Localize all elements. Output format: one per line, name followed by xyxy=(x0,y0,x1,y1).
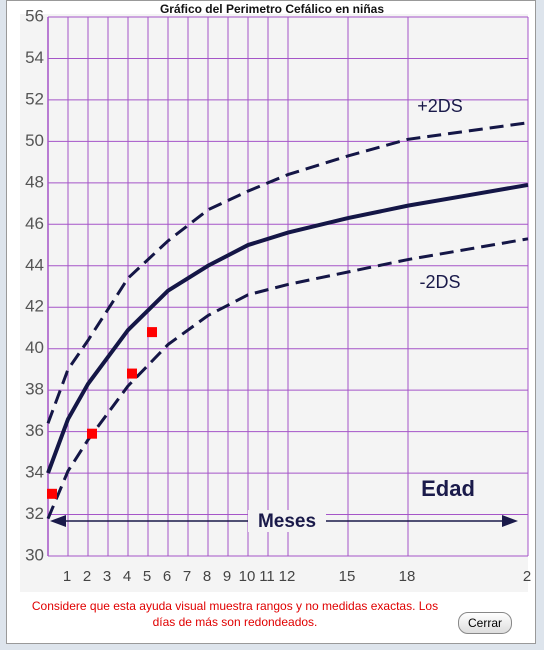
x-tick-label: 12 xyxy=(279,568,296,585)
data-point xyxy=(127,368,137,379)
y-tick-label: 32 xyxy=(25,504,44,523)
y-tick-label: 52 xyxy=(25,89,44,108)
x-tick-label: 4 xyxy=(123,568,131,585)
y-tick-label: 48 xyxy=(25,172,44,191)
x-tick-label: 9 xyxy=(223,568,231,585)
data-point xyxy=(87,428,97,439)
data-point xyxy=(147,327,157,338)
y-tick-label: 38 xyxy=(25,380,44,399)
y-tick-label: 46 xyxy=(25,214,44,233)
annotation: +2DS xyxy=(417,96,463,116)
x-tick-label: 5 xyxy=(143,568,151,585)
y-tick-label: 44 xyxy=(25,255,44,274)
annotation: -2DS xyxy=(419,272,460,292)
x-tick-label: 1 xyxy=(63,568,71,585)
x-tick-label: 15 xyxy=(339,568,356,585)
y-tick-label: 34 xyxy=(25,463,44,482)
curve xyxy=(46,182,529,474)
arrow-head xyxy=(50,515,66,527)
x-tick-label: 8 xyxy=(203,568,211,585)
x-tick-label: 2 xyxy=(523,568,531,585)
x-tick-label: 3 xyxy=(103,568,111,585)
y-tick-label: 56 xyxy=(25,6,44,25)
y-tick-label: 36 xyxy=(25,421,44,440)
x-tick-label: 10 xyxy=(239,568,256,585)
annotation: Edad xyxy=(421,476,475,501)
disclaimer: Considere que esta ayuda visual muestra … xyxy=(31,599,439,629)
plot-background xyxy=(20,14,528,592)
label-bg xyxy=(248,510,326,532)
y-tick-label: 54 xyxy=(25,48,44,67)
x-tick-label: 18 xyxy=(399,568,416,585)
x-tick-label: 11 xyxy=(259,568,275,585)
data-point xyxy=(47,488,57,499)
y-tick-label: 50 xyxy=(25,131,44,150)
y-tick-label: 42 xyxy=(25,297,44,316)
chart: Gráfico del Perimetro Cefálico en niñas … xyxy=(20,2,531,592)
annotation: Meses xyxy=(258,511,316,532)
y-tick-label: 40 xyxy=(25,338,44,357)
curve xyxy=(46,121,529,424)
arrow-head xyxy=(502,515,518,527)
x-tick-label: 6 xyxy=(163,568,171,585)
y-tick-label: 30 xyxy=(25,545,44,564)
curve xyxy=(46,237,529,520)
x-tick-label: 2 xyxy=(83,568,91,585)
close-button[interactable]: Cerrar xyxy=(458,612,512,634)
x-tick-label: 7 xyxy=(183,568,191,585)
chart-title: Gráfico del Perimetro Cefálico en niñas xyxy=(160,2,384,16)
